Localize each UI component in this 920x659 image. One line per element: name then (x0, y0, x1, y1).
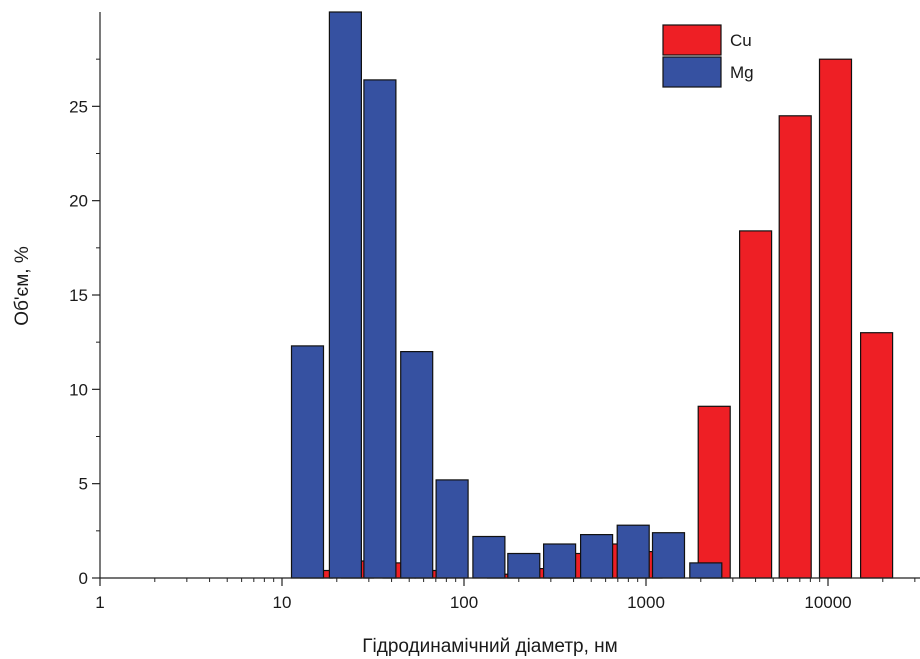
bars (290, 11, 894, 579)
y-tick-label: 20 (69, 192, 88, 211)
mg-bar-9 (616, 524, 650, 579)
cu-bar-10 (738, 230, 773, 579)
mg-bar-11 (689, 562, 723, 579)
y-tick-label: 25 (69, 97, 88, 116)
x-axis-title: Гідродинамічний діаметр, нм (362, 636, 618, 657)
mg-bar-1 (328, 11, 362, 579)
mg-bar-7 (542, 543, 577, 579)
mg-bar-6 (507, 552, 541, 579)
x-tick-label: 100 (450, 593, 478, 612)
mg-bar-8 (579, 533, 614, 579)
y-tick-label: 5 (79, 475, 88, 494)
x-tick-label: 10 (273, 593, 292, 612)
legend-label-cu: Cu (730, 31, 752, 50)
cu-bar-11 (778, 115, 812, 579)
ticks: 1 10 100 1000 10000 0 5 10 15 20 25 (69, 58, 916, 612)
legend-swatch-cu (662, 24, 722, 56)
y-tick-label: 10 (69, 380, 88, 399)
cu-bar-13 (859, 332, 894, 579)
mg-bar-5 (472, 535, 506, 579)
legend-swatch-mg (662, 56, 722, 88)
mg-bar-10 (651, 532, 686, 579)
x-tick-label: 10000 (804, 593, 851, 612)
mg-bar-4 (435, 479, 469, 579)
y-tick-label: 15 (69, 286, 88, 305)
mg-bar-0 (290, 345, 325, 579)
x-tick-label: 1000 (627, 593, 665, 612)
mg-bar-2 (363, 79, 397, 579)
cu-bar-9 (697, 405, 731, 579)
legend: Cu Mg (662, 24, 754, 88)
legend-label-mg: Mg (730, 63, 754, 82)
mg-bar-3 (400, 351, 434, 579)
cu-bar-12 (818, 58, 853, 579)
y-tick-label: 0 (79, 569, 88, 588)
y-axis-title: Об'єм, % (12, 246, 33, 326)
x-tick-label: 1 (95, 593, 104, 612)
